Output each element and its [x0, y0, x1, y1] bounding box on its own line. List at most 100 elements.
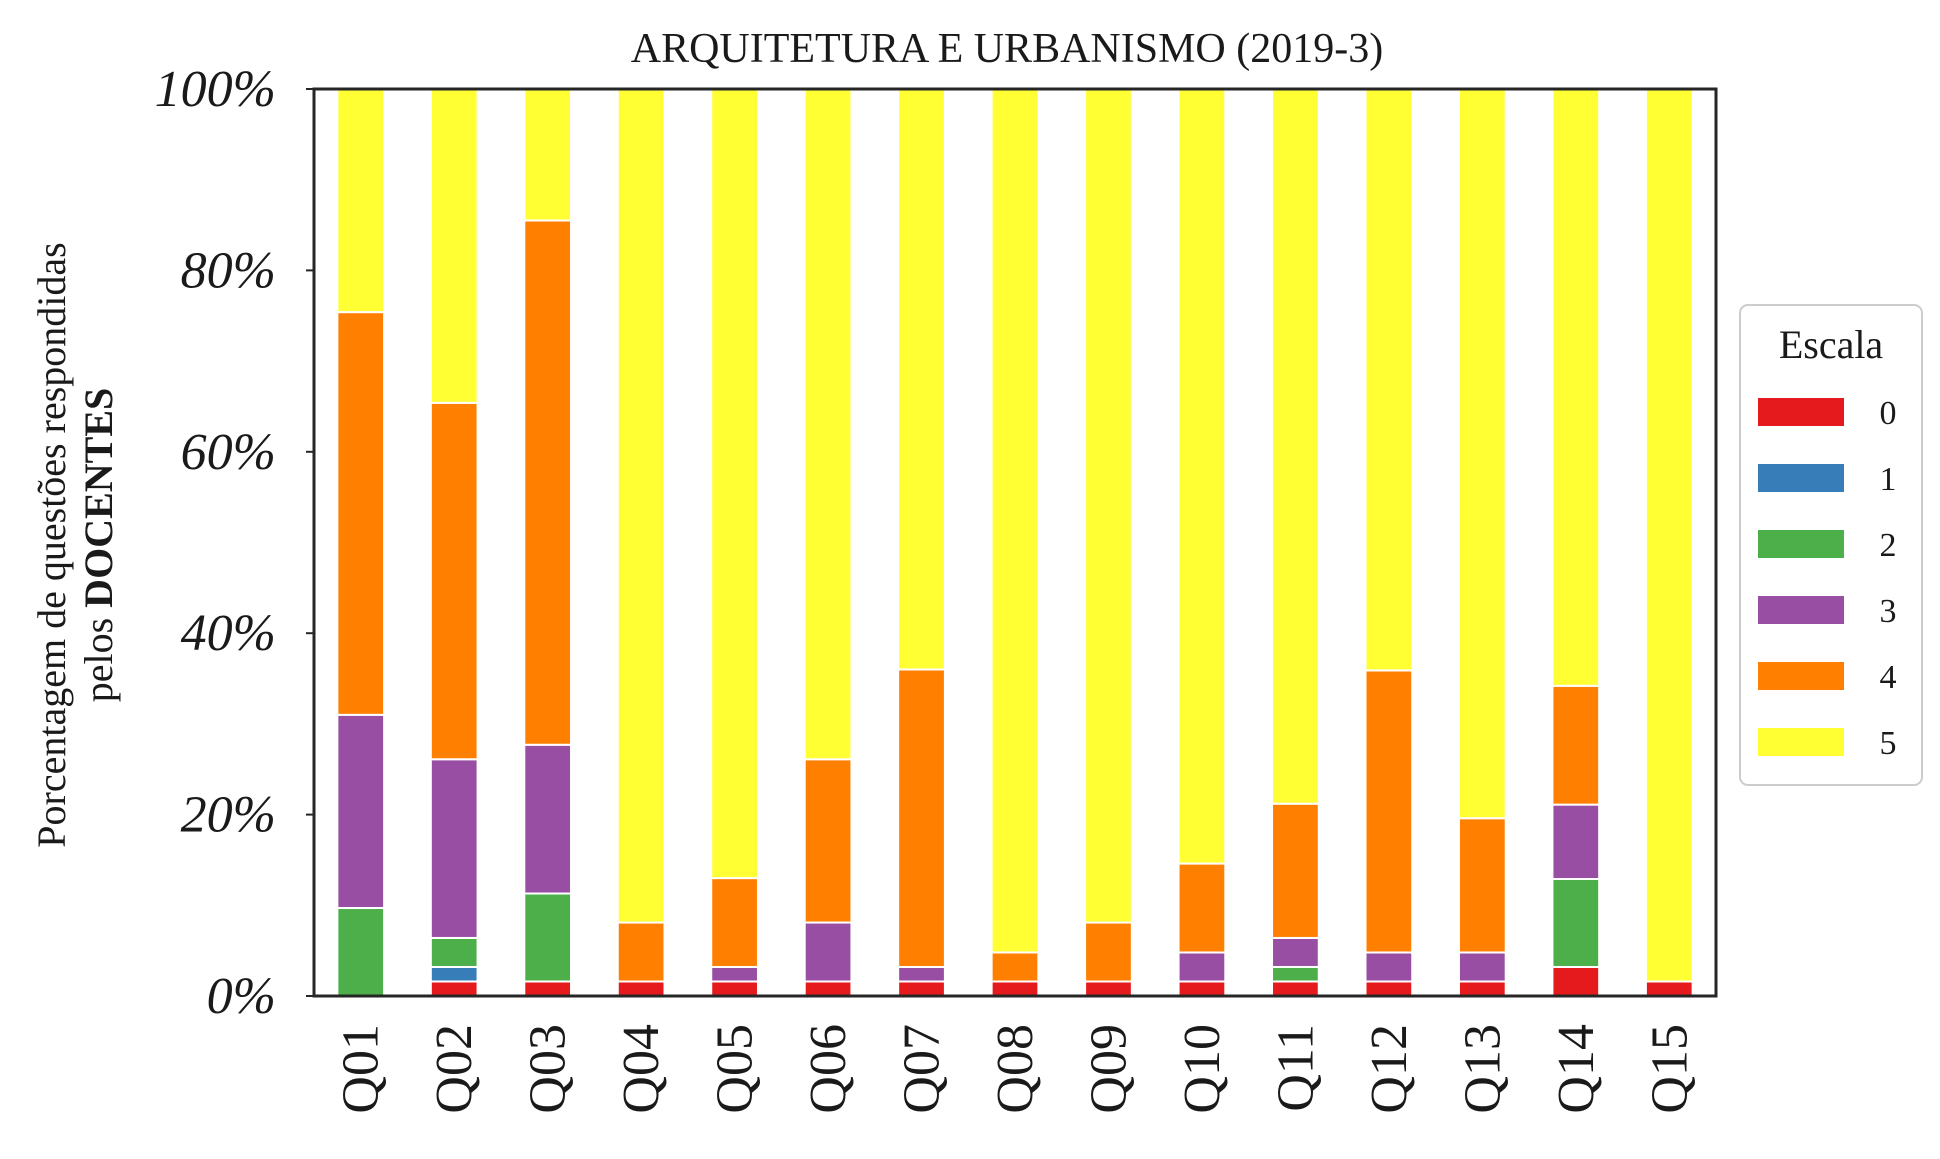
x-tick-label-q01: Q01 [333, 1024, 390, 1114]
legend-swatch-2 [1758, 530, 1844, 558]
x-tick-label-q03: Q03 [520, 1024, 577, 1114]
bar-segment-q14-scale-2 [1551, 877, 1601, 968]
bar-segment-q15-scale-5 [1644, 88, 1694, 983]
bar-segment-q11-scale-3 [1271, 936, 1320, 968]
x-tick-label-q11: Q11 [1267, 1024, 1324, 1112]
bar-segment-q10-scale-5 [1177, 88, 1227, 865]
bar-segment-q13-scale-4 [1457, 817, 1507, 954]
x-tick-label-q04: Q04 [613, 1024, 670, 1114]
bar-segment-q01-scale-4 [336, 311, 386, 716]
chart-title: ARQUITETURA E URBANISMO (2019-3) [631, 26, 1383, 72]
legend-swatch-5 [1758, 728, 1844, 756]
bar-segment-q04-scale-4 [616, 921, 666, 983]
x-tick-label-q10: Q10 [1174, 1024, 1231, 1114]
x-tick-label-q05: Q05 [707, 1024, 764, 1114]
bar-segment-q02-scale-0 [429, 980, 479, 997]
legend-swatch-4 [1758, 662, 1844, 690]
legend-swatch-0 [1758, 398, 1844, 426]
legend-label-2: 2 [1880, 527, 1897, 564]
bar-segment-q05-scale-4 [710, 877, 759, 968]
bar-segment-q10-scale-4 [1177, 862, 1227, 954]
plot-frame [312, 87, 1718, 998]
legend: Escala 0 1 2 3 4 5 [1739, 304, 1923, 786]
bar-segment-q14-scale-5 [1551, 88, 1601, 687]
bar-segment-q05-scale-3 [710, 965, 759, 983]
bar-segment-q06-scale-4 [803, 758, 853, 924]
legend-swatch-3 [1758, 596, 1844, 624]
legend-label-5: 5 [1880, 725, 1897, 762]
bar-segment-q07-scale-4 [897, 668, 946, 968]
y-tick-label: 100% [155, 61, 276, 118]
bar-segment-q09-scale-5 [1084, 88, 1133, 924]
legend-label-3: 3 [1880, 593, 1897, 630]
x-tick-label-q13: Q13 [1454, 1024, 1511, 1114]
bar-segment-q12-scale-3 [1364, 951, 1414, 983]
x-tick-label-q12: Q12 [1361, 1024, 1418, 1114]
bar-segment-q13-scale-5 [1457, 88, 1507, 820]
y-tick-label: 0% [207, 968, 276, 1025]
bar-segment-q10-scale-0 [1177, 980, 1227, 997]
bar-segment-q08-scale-4 [990, 951, 1040, 983]
bar-segment-q01-scale-3 [336, 713, 386, 910]
bar-segment-q12-scale-5 [1364, 88, 1414, 672]
bar-segment-q15-scale-0 [1644, 980, 1694, 997]
legend-label-1: 1 [1880, 461, 1897, 498]
bar-segment-q03-scale-2 [523, 892, 573, 983]
bar-segment-q01-scale-5 [336, 88, 386, 314]
legend-swatch-1 [1758, 464, 1844, 492]
bar-segment-q12-scale-0 [1364, 980, 1414, 997]
bar-segment-q03-scale-4 [523, 219, 573, 746]
y-axis-label-line1: Porcentagem de questões respondidas [29, 242, 74, 847]
bar-segment-q01-scale-2 [336, 907, 386, 997]
y-axis-label: Porcentagem de questões respondidas pelo… [29, 242, 121, 847]
bar-segment-q14-scale-0 [1551, 965, 1601, 998]
bar-segment-q05-scale-5 [710, 88, 759, 880]
y-axis-label-line2-prefix: pelos [76, 608, 121, 702]
bar-segment-q14-scale-3 [1551, 803, 1601, 880]
bar-segment-q04-scale-0 [616, 980, 666, 997]
y-tick-label: 40% [181, 605, 276, 662]
bar-segment-q02-scale-1 [429, 965, 479, 983]
bar-segment-q05-scale-0 [710, 980, 759, 997]
bar-segment-q04-scale-5 [616, 88, 666, 924]
bar-segment-q06-scale-0 [803, 980, 853, 997]
x-tick-label-q02: Q02 [426, 1024, 483, 1114]
bar-segment-q07-scale-3 [897, 965, 946, 983]
x-tick-label-q07: Q07 [894, 1024, 951, 1114]
bar-segment-q11-scale-5 [1271, 88, 1320, 805]
legend-label-0: 0 [1880, 395, 1897, 432]
legend-items: 0 1 2 3 4 5 [1758, 395, 1897, 762]
y-tick-label: 20% [181, 787, 276, 844]
bar-segment-q08-scale-0 [990, 980, 1040, 997]
bar-segment-q06-scale-3 [803, 921, 853, 983]
bar-segment-q07-scale-5 [897, 88, 946, 671]
bar-segment-q02-scale-3 [429, 758, 479, 939]
x-tick-label-q15: Q15 [1641, 1024, 1698, 1114]
x-tick-label-q14: Q14 [1548, 1024, 1605, 1114]
bar-segment-q03-scale-5 [523, 88, 573, 222]
x-tick-label-q08: Q08 [987, 1024, 1044, 1114]
bar-segment-q10-scale-3 [1177, 951, 1227, 983]
bar-segment-q09-scale-0 [1084, 980, 1133, 997]
bar-segment-q08-scale-5 [990, 88, 1040, 954]
bar-segment-q11-scale-0 [1271, 980, 1320, 997]
bar-segment-q13-scale-0 [1457, 980, 1507, 997]
bar-segment-q02-scale-5 [429, 88, 479, 404]
x-tick-label-q06: Q06 [800, 1024, 857, 1114]
bar-segment-q07-scale-0 [897, 980, 946, 997]
bar-segment-q03-scale-0 [523, 980, 573, 997]
legend-title: Escala [1779, 322, 1884, 367]
x-ticks-layer: Q01 Q02 Q03 Q04 Q05 Q06 Q07 Q08 Q09 Q10 Q11 Q12 Q13 Q… [333, 1024, 1699, 1114]
bar-segment-q03-scale-3 [523, 743, 573, 895]
y-tick-label: 80% [181, 242, 276, 299]
y-ticks-layer: 0% 20% 40% 60% 80% 100% [155, 61, 314, 1025]
bars-layer [336, 88, 1694, 998]
y-axis-label-line2: pelos DOCENTES [76, 388, 121, 703]
bar-segment-q11-scale-4 [1271, 802, 1320, 939]
y-axis-label-line2-bold: DOCENTES [76, 388, 121, 608]
bar-segment-q13-scale-3 [1457, 951, 1507, 983]
bar-segment-q11-scale-2 [1271, 965, 1320, 983]
bar-segment-q02-scale-2 [429, 936, 479, 968]
